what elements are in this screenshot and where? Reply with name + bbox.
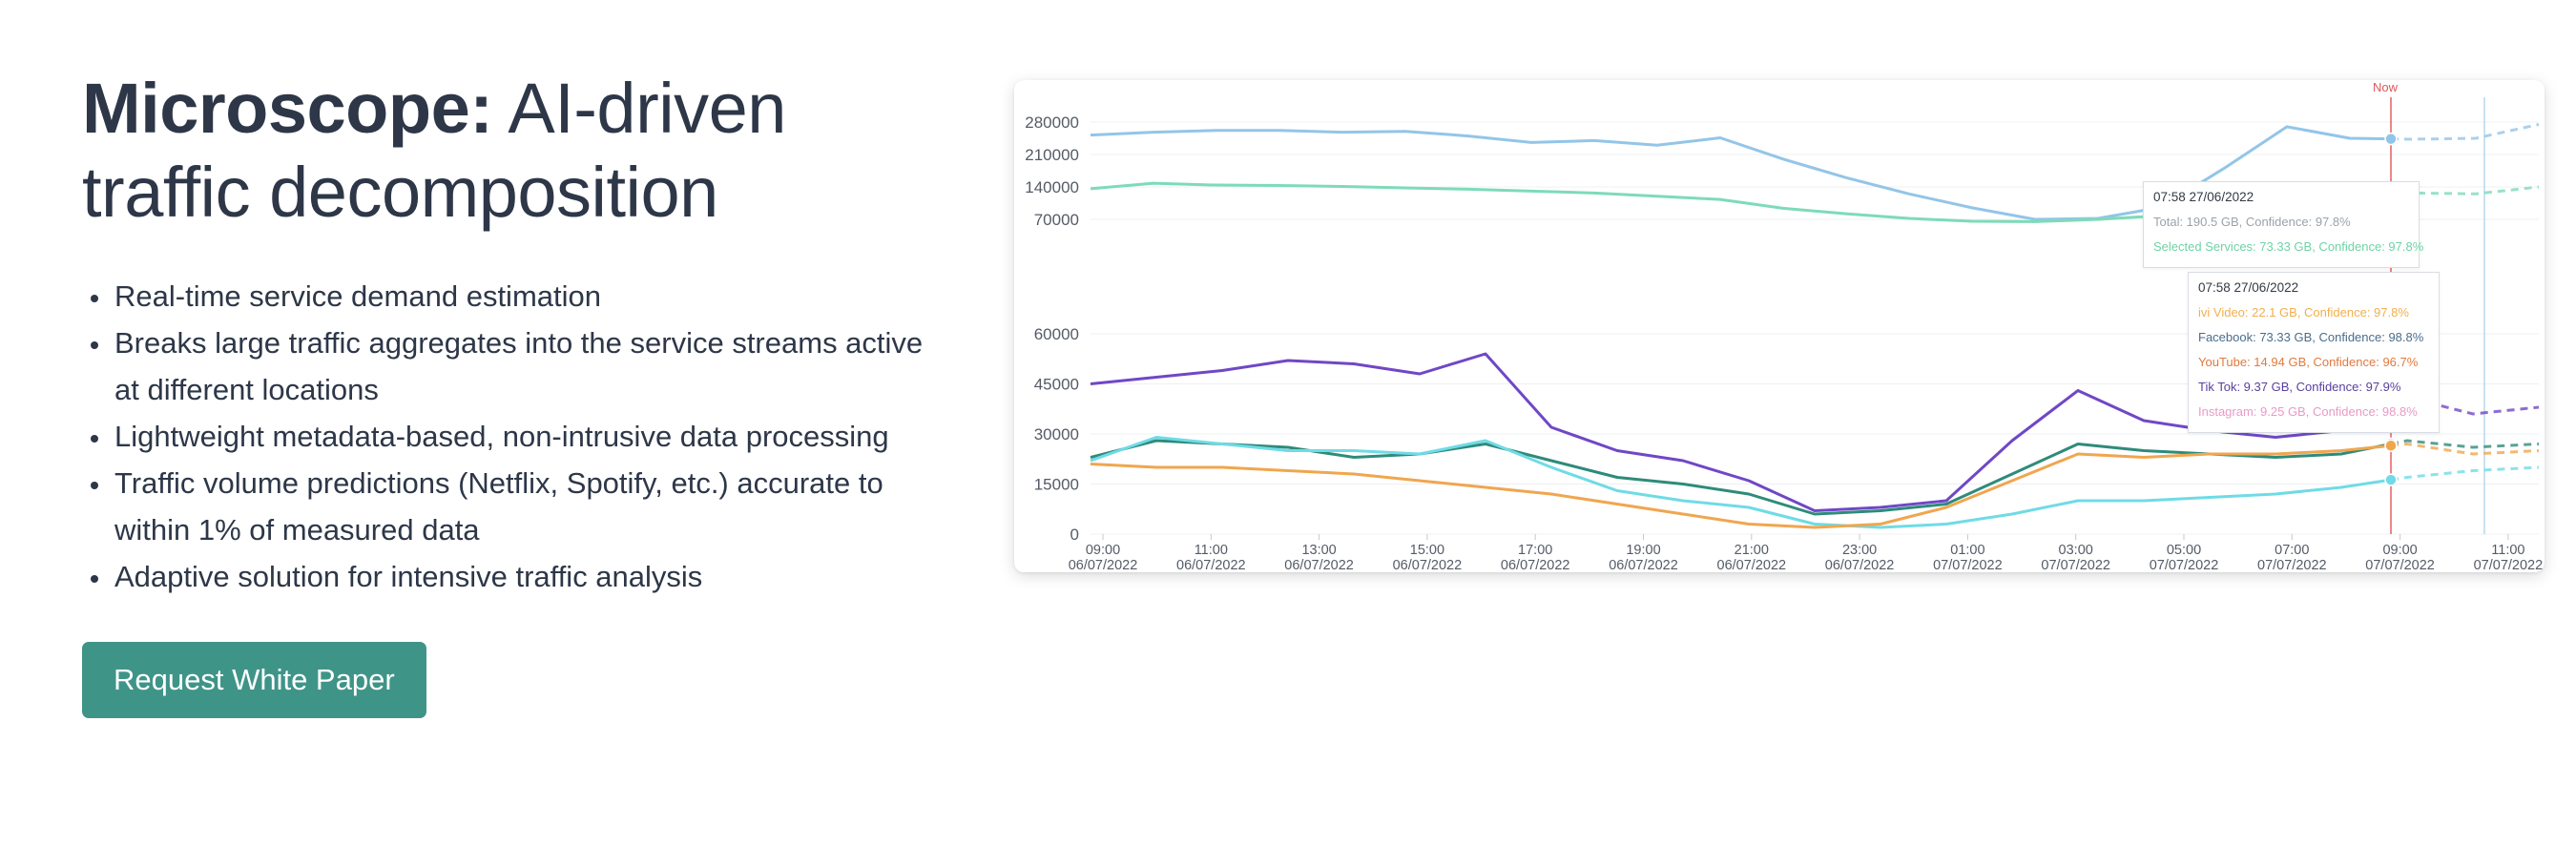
tooltip-title: 07:58 27/06/2022	[2198, 280, 2299, 295]
feature-item: Adaptive solution for intensive traffic …	[113, 553, 941, 600]
x-tick-date: 06/07/2022	[1825, 558, 1895, 572]
hero-title-rest: AI-driven traffic decomposition	[82, 69, 786, 232]
hero-title-bold: Microscope:	[82, 69, 493, 148]
y-tick-label: 60000	[1034, 325, 1079, 343]
x-tick-label: 15:00	[1410, 543, 1444, 558]
feature-list: Real-time service demand estimation Brea…	[82, 273, 941, 600]
now-point	[2384, 132, 2398, 146]
tooltip-row-ivi: ivi Video: 22.1 GB, Confidence: 97.8%	[2198, 305, 2409, 320]
x-tick-label: 21:00	[1735, 543, 1769, 558]
x-tick-label: 11:00	[1195, 543, 1228, 558]
x-tick-label: 09:00	[1086, 543, 1120, 558]
tooltip-row-tiktok: Tik Tok: 9.37 GB, Confidence: 97.9%	[2198, 380, 2401, 394]
y-tick-label: 210000	[1025, 146, 1079, 164]
x-tick-label: 17:00	[1518, 543, 1552, 558]
feature-item: Real-time service demand estimation	[113, 273, 941, 320]
x-tick-label: 01:00	[1950, 543, 1984, 558]
hero-title: Microscope: AI-driven traffic decomposit…	[82, 67, 941, 235]
tooltip-title: 07:58 27/06/2022	[2153, 190, 2254, 204]
x-tick-date: 06/07/2022	[1501, 558, 1570, 572]
now-label: Now	[2373, 80, 2399, 94]
x-tick-label: 05:00	[2167, 543, 2201, 558]
tooltip-services: 07:58 27/06/2022 ivi Video: 22.1 GB, Con…	[2188, 272, 2440, 433]
tooltip-row-facebook: Facebook: 73.33 GB, Confidence: 98.8%	[2198, 330, 2424, 344]
x-tick-date: 07/07/2022	[2365, 558, 2435, 572]
hero-section: Microscope: AI-driven traffic decomposit…	[82, 67, 941, 718]
y-tick-label: 45000	[1034, 376, 1079, 394]
tooltip-row-instagram: Instagram: 9.25 GB, Confidence: 98.8%	[2198, 404, 2418, 419]
y-tick-label: 280000	[1025, 113, 1079, 132]
feature-item: Traffic volume predictions (Netflix, Spo…	[113, 460, 941, 553]
x-tick-date: 06/07/2022	[1609, 558, 1678, 572]
y-tick-label: 30000	[1034, 425, 1079, 443]
series-line	[1090, 436, 2392, 529]
x-tick-date: 06/07/2022	[1284, 558, 1354, 572]
series-forecast-line	[2390, 439, 2540, 449]
chart-card: 280000 210000 140000 70000 60000 45000 30000 15…	[1014, 80, 2545, 572]
now-point	[2384, 439, 2398, 452]
x-tick-label: 13:00	[1301, 543, 1336, 558]
x-tick-date: 07/07/2022	[2150, 558, 2219, 572]
tooltip-row-total: Total: 190.5 GB, Confidence: 97.8%	[2153, 215, 2351, 229]
x-tick-label: 23:00	[1842, 543, 1877, 558]
x-tick-label: 03:00	[2059, 543, 2093, 558]
x-tick-date: 07/07/2022	[1933, 558, 2003, 572]
x-tick-date: 07/07/2022	[2474, 558, 2544, 572]
y-tick-label: 15000	[1034, 476, 1079, 494]
series-forecast-line	[2390, 122, 2540, 141]
x-tick-date: 06/07/2022	[1717, 558, 1787, 572]
y-tick-label: 70000	[1034, 211, 1079, 229]
x-tick-label: 09:00	[2382, 543, 2417, 558]
tooltip-row-selected: Selected Services: 73.33 GB, Confidence:…	[2153, 239, 2424, 254]
tooltip-total: 07:58 27/06/2022 Total: 190.5 GB, Confid…	[2143, 181, 2424, 268]
x-tick-date: 07/07/2022	[2257, 558, 2327, 572]
y-tick-label: 0	[1070, 526, 1079, 544]
x-tick-date: 07/07/2022	[2041, 558, 2110, 572]
series-forecast-line	[2390, 465, 2540, 482]
request-white-paper-button[interactable]: Request White Paper	[82, 642, 426, 718]
feature-item: Breaks large traffic aggregates into the…	[113, 320, 941, 413]
x-tick-date: 06/07/2022	[1393, 558, 1463, 572]
series-line	[1090, 443, 2392, 529]
x-tick-date: 06/07/2022	[1176, 558, 1246, 572]
now-point	[2384, 473, 2398, 486]
y-tick-label: 140000	[1025, 178, 1079, 196]
x-tick-date: 06/07/2022	[1069, 558, 1138, 572]
x-tick-label: 11:00	[2491, 543, 2524, 558]
series-forecast-line	[2390, 185, 2540, 196]
x-tick-label: 07:00	[2275, 543, 2309, 558]
tooltip-row-youtube: YouTube: 14.94 GB, Confidence: 96.7%	[2198, 355, 2419, 369]
x-tick-label: 19:00	[1626, 543, 1660, 558]
feature-item: Lightweight metadata-based, non-intrusiv…	[113, 413, 941, 460]
